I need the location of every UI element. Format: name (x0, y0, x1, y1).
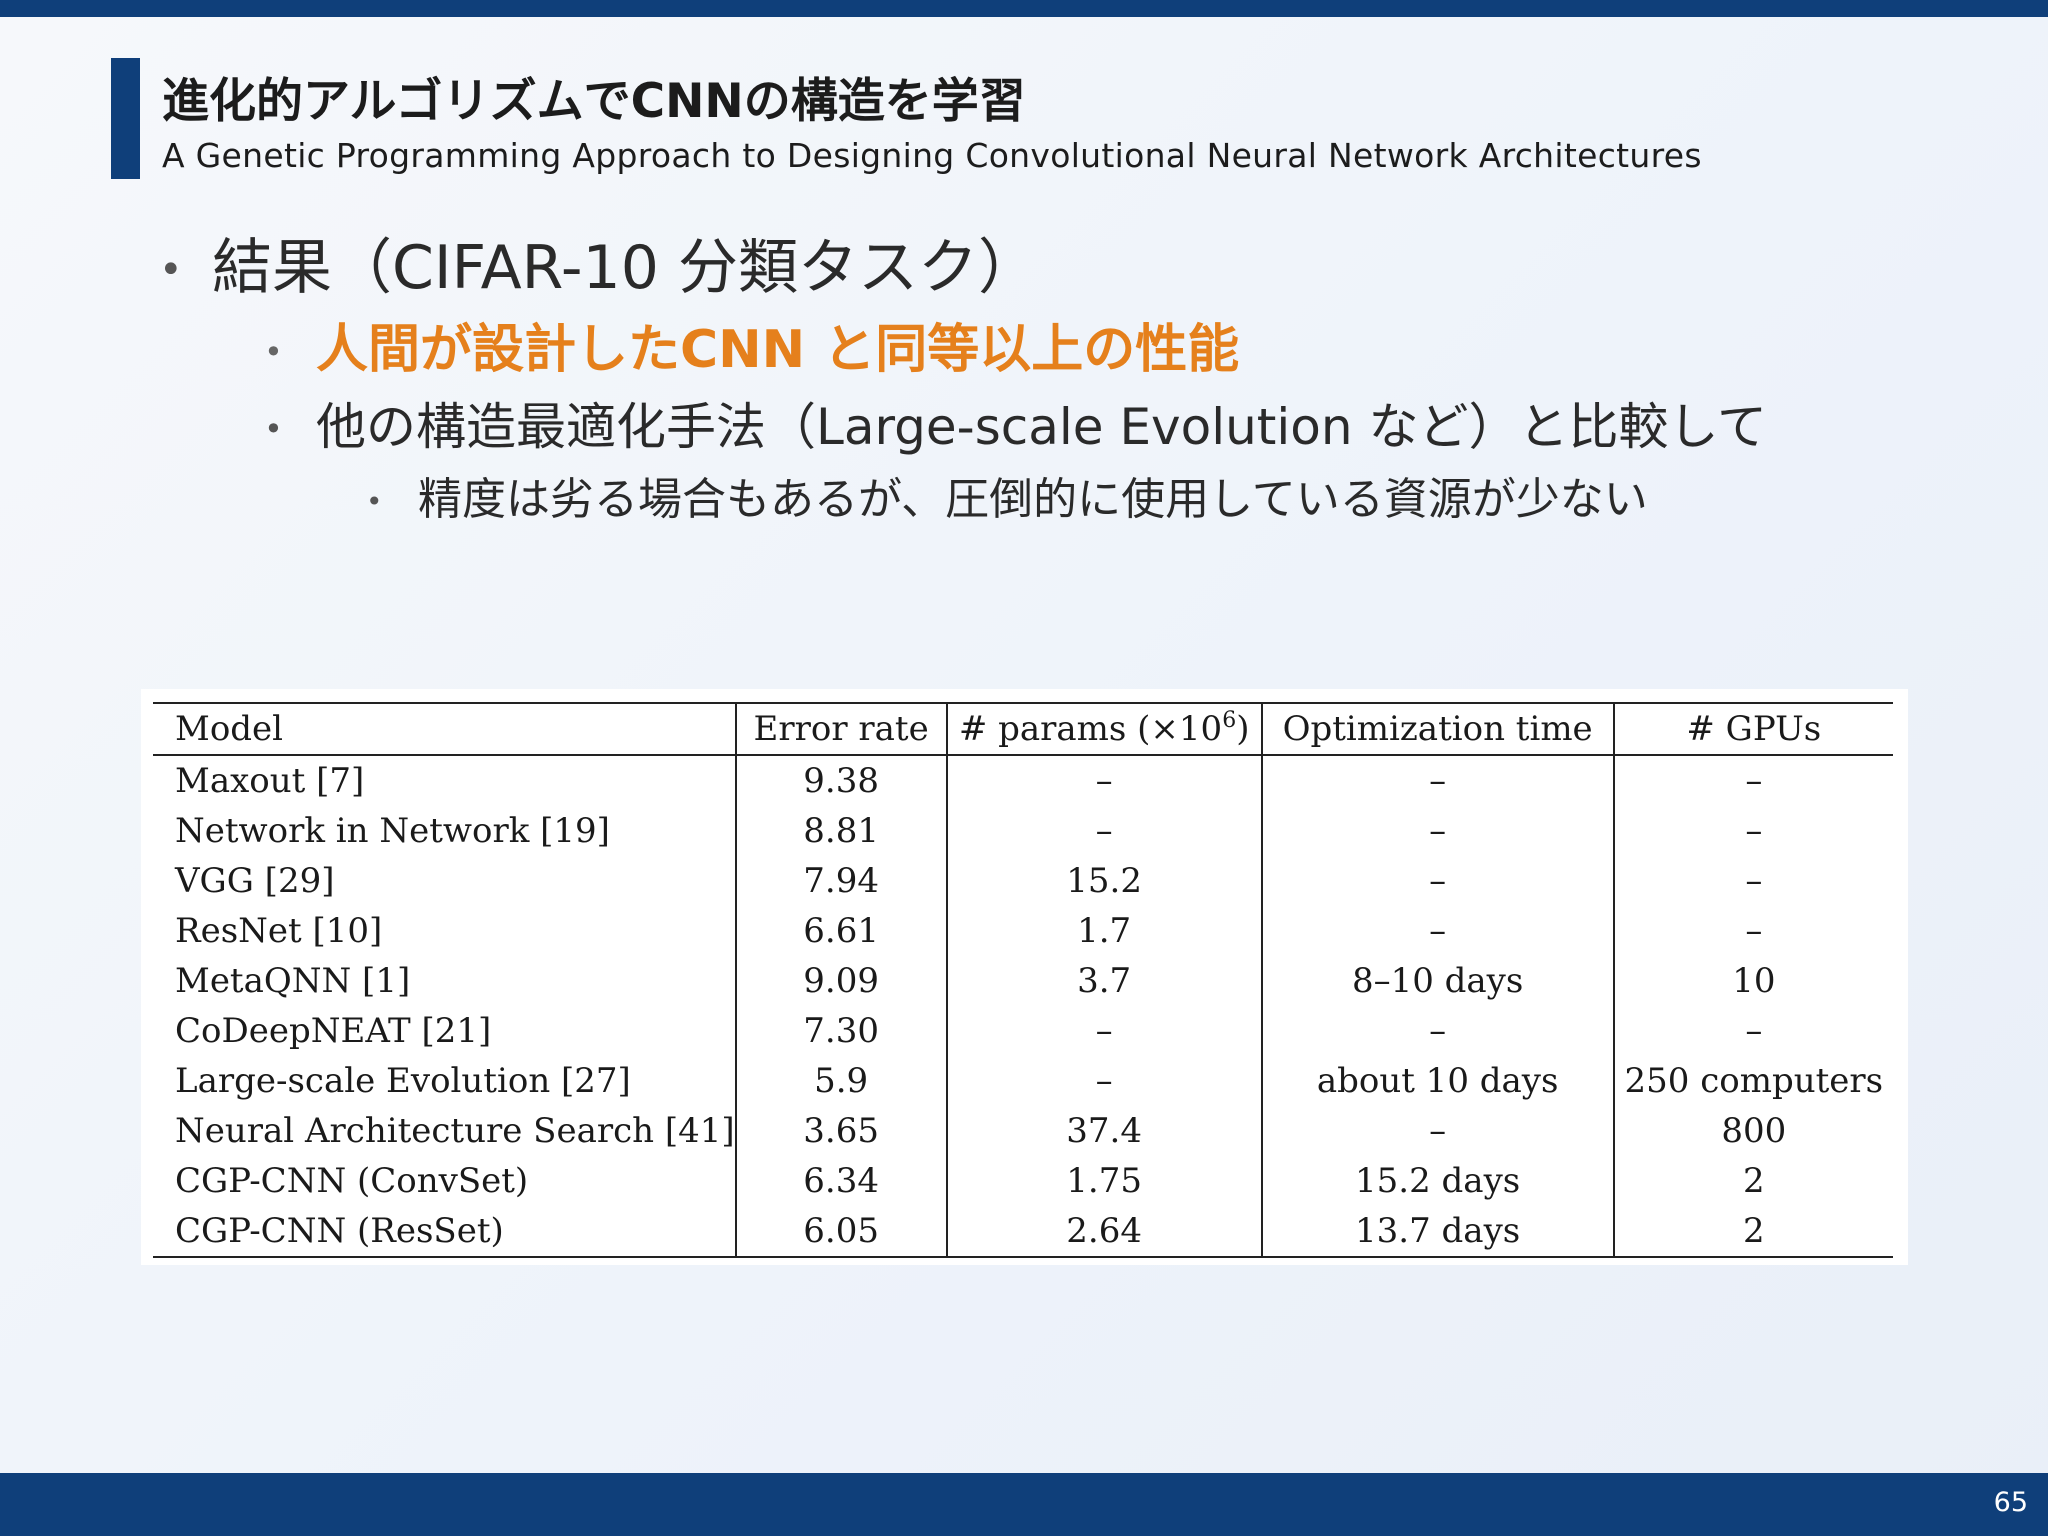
table-row: Neural Architecture Search [41] 3.65 37.4–… (153, 1106, 1893, 1156)
table-row: Large-scale Evolution [27] 5.9– about 10 d… (153, 1056, 1893, 1106)
top-rule (0, 0, 2048, 17)
header-error-rate: Error rate (734, 702, 947, 756)
bullet-dot: • (366, 485, 383, 518)
results-table-image: Model Error rate # params (×106) Optimiz… (141, 689, 1908, 1265)
table-header-row: Model Error rate # params (×106) Optimiz… (153, 702, 1893, 756)
slide-subtitle: A Genetic Programming Approach to Design… (162, 136, 1702, 175)
cell-optimization-time: 8–10 days (1260, 956, 1614, 1006)
bullet-comparison-text: 他の構造最適化手法（Large-scale Evolution など）と比較して (316, 398, 1767, 456)
header-params: # params (×106) (945, 702, 1262, 756)
cell-optimization-time: 15.2 days (1260, 1156, 1614, 1206)
bullet-highlight: • 人間が設計したCNN と同等以上の性能 (264, 316, 1239, 384)
cell-params: – (945, 806, 1262, 856)
cell-gpus: 2 (1612, 1156, 1893, 1206)
cell-gpus: 800 (1612, 1106, 1893, 1156)
cell-gpus: 2 (1612, 1206, 1893, 1258)
cell-params: – (945, 1006, 1262, 1056)
cell-model: CGP-CNN (ResSet) (153, 1206, 736, 1258)
cell-error-rate: 7.94 (734, 856, 947, 906)
cell-params: 1.75 (945, 1156, 1262, 1206)
cell-params: 2.64 (945, 1206, 1262, 1258)
cell-error-rate: 6.34 (734, 1156, 947, 1206)
title-accent-bar (111, 58, 140, 179)
bullet-highlight-text: 人間が設計したCNN と同等以上の性能 (316, 320, 1240, 380)
table-row: CGP-CNN (ConvSet) 6.34 1.75 15.2 days 2 (153, 1156, 1893, 1206)
cell-error-rate: 8.81 (734, 806, 947, 856)
cell-params: – (945, 755, 1262, 806)
cell-gpus: – (1612, 906, 1893, 956)
header-model: Model (153, 702, 736, 756)
cell-model: Neural Architecture Search [41] (175, 1111, 735, 1151)
bullet-detail: • 精度は劣る場合もあるが、圧倒的に使用している資源が少ない (366, 469, 1648, 531)
table-row: Maxout [7] 9.38– – – (153, 755, 1893, 806)
cell-optimization-time: about 10 days (1260, 1056, 1614, 1106)
cell-params: 15.2 (945, 856, 1262, 906)
cell-params: 3.7 (945, 956, 1262, 1006)
table-row: VGG [29] 7.94 15.2– – (153, 856, 1893, 906)
header-params-prefix: # params (×10 (958, 709, 1223, 749)
cell-error-rate: 6.05 (734, 1206, 947, 1258)
cell-gpus: – (1612, 755, 1893, 806)
cell-model: CGP-CNN (ConvSet) (175, 1161, 529, 1201)
cell-model: CoDeepNEAT [21] (175, 1011, 492, 1051)
table-row: CGP-CNN (ResSet) 6.05 2.64 13.7 days 2 (153, 1206, 1893, 1258)
cell-model: VGG [29] (175, 861, 335, 901)
cell-model: Large-scale Evolution [27] (175, 1061, 631, 1101)
cell-optimization-time: – (1260, 755, 1614, 806)
cell-model: Network in Network [19] (175, 811, 610, 851)
cell-error-rate: 5.9 (734, 1056, 947, 1106)
footer-bar: 65 (0, 1473, 2048, 1536)
bullet-dot: • (264, 410, 283, 448)
slide-title: 進化的アルゴリズムでCNNの構造を学習 (162, 74, 1026, 129)
table-row: Network in Network [19] 8.81– – – (153, 806, 1893, 856)
cell-error-rate: 3.65 (734, 1106, 947, 1156)
header-gpus: # GPUs (1612, 702, 1893, 756)
cell-gpus: – (1612, 1006, 1893, 1056)
table-body: Maxout [7] 9.38– – – Network in Network [19]… (153, 755, 1893, 1258)
header-params-exponent: 6 (1222, 708, 1237, 733)
table-row: MetaQNN [1] 9.09 3.7 8–10 days 10 (153, 956, 1893, 1006)
header-optimization-time: Optimization time (1260, 702, 1614, 756)
bullet-dot: • (264, 333, 283, 371)
cell-optimization-time: – (1260, 856, 1614, 906)
cell-error-rate: 6.61 (734, 906, 947, 956)
cell-optimization-time: – (1260, 806, 1614, 856)
table-row: CoDeepNEAT [21] 7.30– – – (153, 1006, 1893, 1056)
table-row: ResNet [10] 6.61 1.7– – (153, 906, 1893, 956)
bullet-detail-text: 精度は劣る場合もあるが、圧倒的に使用している資源が少ない (418, 474, 1648, 525)
cell-params: 37.4 (945, 1106, 1262, 1156)
cell-model: ResNet [10] (175, 911, 383, 951)
cell-optimization-time: – (1260, 1106, 1614, 1156)
cell-optimization-time: – (1260, 906, 1614, 956)
cell-error-rate: 7.30 (734, 1006, 947, 1056)
cell-gpus: – (1612, 806, 1893, 856)
cell-params: 1.7 (945, 906, 1262, 956)
page-number: 65 (1993, 1487, 2028, 1518)
cell-error-rate: 9.09 (734, 956, 947, 1006)
cell-gpus: 250 computers (1612, 1056, 1893, 1106)
results-table: Model Error rate # params (×106) Optimiz… (153, 702, 1893, 1258)
bullet-results-text: 結果（CIFAR-10 分類タスク） (212, 233, 1038, 303)
header-params-suffix: ) (1236, 709, 1250, 749)
cell-params: – (945, 1056, 1262, 1106)
cell-model: MetaQNN [1] (175, 961, 411, 1001)
bullet-results: • 結果（CIFAR-10 分類タスク） (159, 228, 1038, 308)
bullet-dot: • (159, 247, 183, 293)
cell-optimization-time: 13.7 days (1260, 1206, 1614, 1258)
cell-gpus: – (1612, 856, 1893, 906)
cell-error-rate: 9.38 (734, 755, 947, 806)
bullet-comparison: • 他の構造最適化手法（Large-scale Evolution など）と比較… (264, 393, 1767, 461)
cell-gpus: 10 (1612, 956, 1893, 1006)
cell-model: Maxout [7] (175, 761, 365, 801)
cell-optimization-time: – (1260, 1006, 1614, 1056)
